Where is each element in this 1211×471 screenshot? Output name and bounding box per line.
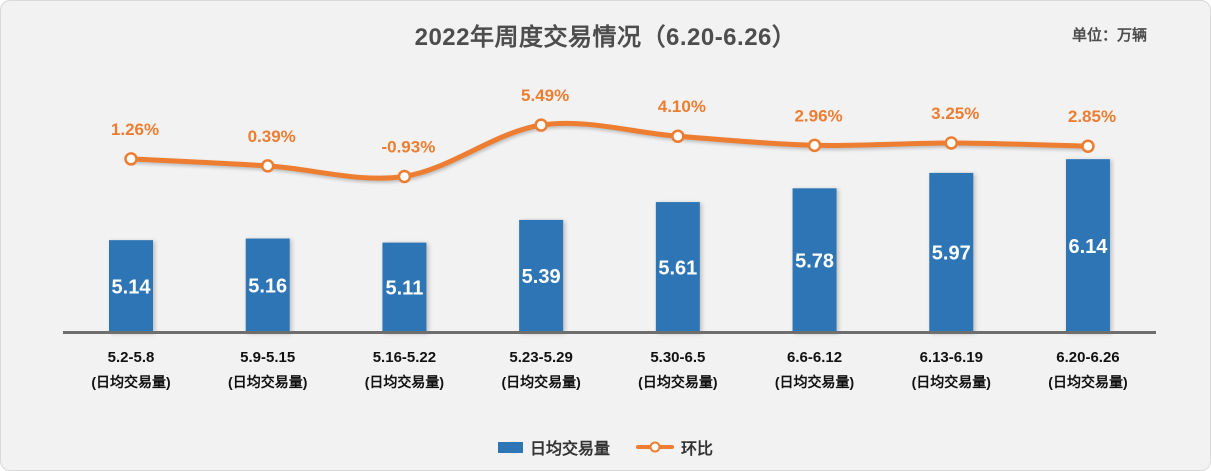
- bar: [245, 238, 290, 333]
- x-axis-label: 5.30-6.5: [650, 349, 705, 366]
- x-axis-label: 5.16-5.22: [373, 349, 436, 366]
- line-point-label: 0.39%: [248, 127, 296, 146]
- x-axis-label: 5.2-5.8: [108, 349, 155, 366]
- bar: [382, 242, 427, 333]
- line-point-marker: [1081, 139, 1095, 153]
- x-axis-sublabel: (日均交易量): [501, 374, 580, 390]
- line-point-label: 2.85%: [1068, 107, 1116, 126]
- line-point-label: 4.10%: [658, 97, 706, 116]
- bar: [792, 188, 837, 333]
- line-point-marker: [124, 152, 138, 166]
- bar-series-swatch: [497, 441, 523, 453]
- legend-bar-label: 日均交易量: [529, 441, 610, 458]
- line-point-label: 3.25%: [931, 104, 979, 123]
- bar-value-label: 5.97: [932, 243, 971, 265]
- bar: [929, 172, 974, 333]
- x-axis-sublabel: (日均交易量): [228, 374, 307, 390]
- line-series-swatch: [636, 441, 674, 453]
- line-point-label: 1.26%: [111, 120, 159, 139]
- line-point-marker: [260, 159, 275, 173]
- trend-line: [128, 120, 1091, 181]
- legend-item-line-series: 环比: [636, 435, 713, 459]
- x-axis-label: 6.13-6.19: [920, 349, 983, 366]
- bar: [1065, 159, 1110, 333]
- bar: [519, 219, 564, 333]
- bar-value-label: 6.14: [1069, 236, 1109, 258]
- unit-label: 单位：万辆: [1071, 27, 1147, 44]
- x-axis-label: 6.20-6.26: [1056, 349, 1119, 366]
- bar-value-label: 5.11: [386, 278, 424, 300]
- x-axis-sublabel: (日均交易量): [775, 374, 854, 390]
- line-point-label: 5.49%: [521, 86, 569, 105]
- x-axis-label: 5.23-5.29: [509, 349, 572, 366]
- bar: [109, 240, 153, 333]
- chart-title: 2022年周度交易情况（6.20-6.26）: [414, 24, 797, 51]
- legend-item-bar-series: 日均交易量: [497, 435, 610, 459]
- bar-value-label: 5.16: [248, 276, 287, 298]
- x-axis-label: 5.9-5.15: [240, 349, 295, 366]
- bar-value-label: 5.14: [112, 276, 152, 298]
- bar-value-label: 5.39: [522, 266, 561, 288]
- bar-value-label: 5.61: [658, 257, 697, 279]
- x-axis-sublabel: (日均交易量): [638, 374, 717, 390]
- bar-value-label: 5.78: [795, 250, 834, 272]
- legend-line-label: 环比: [681, 441, 714, 458]
- x-axis-sublabel: (日均交易量): [912, 374, 991, 390]
- line-point-label: -0.93%: [381, 137, 435, 156]
- x-axis-sublabel: (日均交易量): [91, 374, 170, 390]
- chart-legend: 日均交易量 环比: [1, 435, 1210, 459]
- line-marker-icon: [649, 441, 661, 453]
- line-point-marker: [671, 129, 685, 143]
- x-axis-label: 6.6-6.12: [787, 349, 842, 366]
- line-point-marker: [944, 136, 959, 150]
- bar: [655, 202, 700, 333]
- x-axis-sublabel: (日均交易量): [1048, 374, 1127, 390]
- line-point-label: 2.96%: [794, 106, 842, 125]
- line-point-marker: [534, 118, 548, 132]
- line-point-marker: [807, 138, 822, 153]
- x-axis-sublabel: (日均交易量): [365, 374, 444, 390]
- line-point-marker: [397, 169, 412, 184]
